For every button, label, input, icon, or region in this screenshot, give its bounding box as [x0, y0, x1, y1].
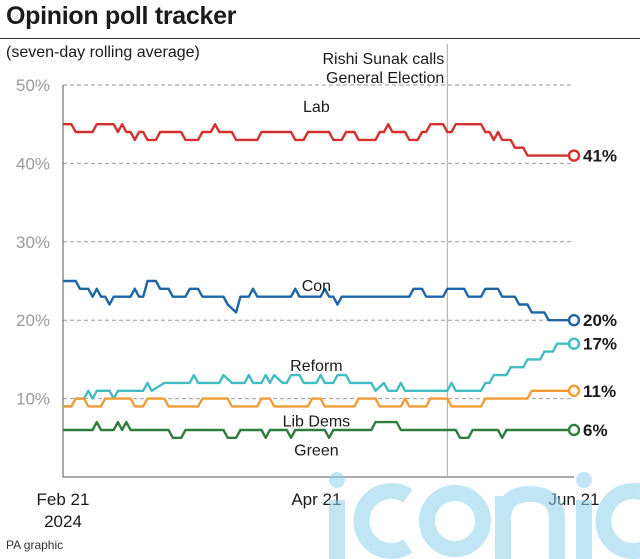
series-end-value: 17% — [583, 335, 617, 354]
credit-text: PA graphic — [6, 538, 64, 552]
series-name-label: Green — [294, 443, 338, 460]
series-labels: 41% Lab 20% Con 17% Reform 11% Lib Dems 6% Green — [283, 99, 617, 459]
annotation-text: Rishi Sunak calls — [322, 51, 444, 68]
series-end-marker — [567, 384, 581, 397]
x-tick-sublabel: 2024 — [44, 512, 82, 531]
series-end-marker — [567, 149, 581, 162]
series-name-label: Reform — [290, 358, 342, 375]
series-line-reform — [63, 342, 574, 408]
y-tick-label: 30% — [16, 233, 50, 252]
election-annotation: Rishi Sunak calls General Election — [322, 44, 448, 477]
series-group — [63, 123, 581, 439]
annotation-text: General Election — [326, 70, 444, 87]
series-end-value: 41% — [583, 147, 617, 166]
series-end-value: 6% — [583, 421, 608, 440]
series-end-marker — [567, 423, 581, 437]
title-divider — [0, 38, 640, 39]
series-line-green — [63, 420, 574, 439]
x-tick-label: Apr 21 — [291, 490, 341, 509]
watermark-text: iconic — [0, 0, 41, 4]
series-line-lib-dems — [63, 389, 574, 408]
series-end-marker — [567, 337, 581, 350]
series-name-label: Lab — [303, 99, 330, 116]
x-tick-label: Feb 21 — [37, 490, 90, 509]
series-end-value: 20% — [583, 311, 617, 330]
y-tick-label: 10% — [16, 390, 50, 409]
chart-title: Opinion poll tracker — [6, 2, 237, 30]
series-name-label: Con — [302, 278, 331, 295]
chart-subtitle: (seven-day rolling average) — [6, 44, 200, 61]
y-tick-label: 40% — [16, 154, 50, 173]
series-name-label: Lib Dems — [283, 414, 351, 431]
series-line-con — [63, 279, 574, 322]
series-end-value: 11% — [583, 382, 616, 401]
series-line-lab — [63, 123, 574, 157]
series-end-marker — [567, 314, 581, 327]
y-tick-label: 20% — [16, 311, 50, 330]
y-tick-label: 50% — [16, 76, 50, 95]
